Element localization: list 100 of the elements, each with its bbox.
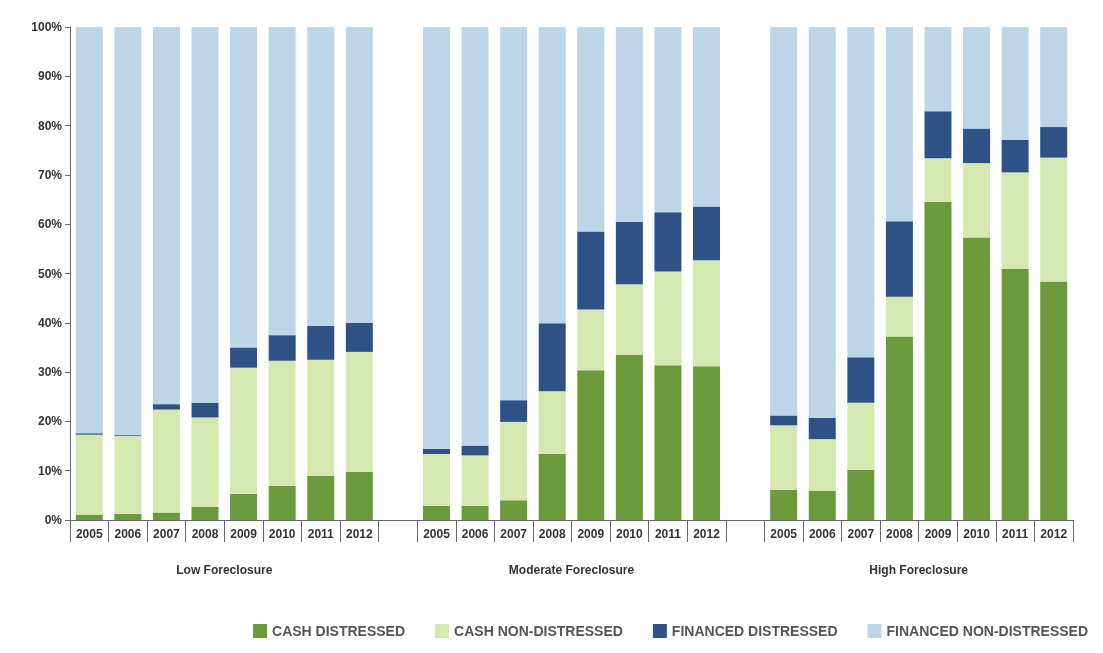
bar — [191, 506, 219, 520]
bar — [230, 27, 258, 348]
bar — [808, 27, 836, 418]
bar — [615, 354, 643, 520]
bar — [615, 221, 643, 285]
bar — [885, 296, 913, 337]
x-tick-label: 2009 — [924, 527, 952, 541]
y-tick-label: 80% — [37, 118, 63, 133]
y-tick-label: 90% — [37, 69, 63, 84]
bar — [500, 500, 528, 520]
bar — [230, 347, 258, 368]
bar — [422, 27, 450, 450]
bar — [847, 357, 875, 403]
bar — [307, 325, 335, 360]
x-tick-label: 2008 — [538, 527, 566, 541]
bar — [1001, 269, 1029, 520]
x-tick-label: 2006 — [808, 527, 836, 541]
bar — [307, 27, 335, 326]
legend-label: CASH NON-DISTRESSED — [454, 623, 623, 639]
bar — [268, 360, 296, 486]
bar — [461, 455, 489, 506]
x-tick-label: 2012 — [693, 527, 721, 541]
x-tick-label: 2008 — [191, 527, 219, 541]
bar — [770, 489, 798, 520]
bar — [152, 512, 180, 520]
bar — [191, 402, 219, 418]
bar — [693, 366, 721, 520]
bar — [1040, 281, 1068, 520]
bar — [885, 336, 913, 520]
bar — [924, 158, 952, 203]
bar — [770, 415, 798, 426]
bar — [538, 453, 566, 520]
bar — [538, 391, 566, 454]
x-tick-label: 2011 — [654, 527, 682, 541]
bar — [1001, 27, 1029, 140]
bar — [152, 27, 180, 405]
bar — [963, 163, 991, 238]
bar — [230, 367, 258, 494]
legend-label: CASH DISTRESSED — [272, 623, 406, 639]
x-tick-label: 2006 — [114, 527, 142, 541]
bar — [422, 505, 450, 520]
bar — [75, 27, 103, 434]
bar — [808, 439, 836, 491]
bar — [345, 351, 373, 472]
bar — [152, 404, 180, 410]
bar — [577, 309, 605, 371]
legend-label: FINANCED DISTRESSED — [671, 623, 838, 639]
bar — [152, 409, 180, 513]
bar — [191, 27, 219, 403]
bar — [654, 212, 682, 272]
bar — [307, 475, 335, 520]
bar — [577, 27, 605, 232]
text: Moderate Foreclosure — [508, 563, 635, 577]
x-tick-label: 2011 — [307, 527, 335, 541]
bar — [924, 202, 952, 520]
bar — [345, 27, 373, 323]
x-tick-label: 2010 — [963, 527, 991, 541]
bar — [345, 322, 373, 352]
bar — [847, 27, 875, 358]
x-tick-label: 2008 — [886, 527, 914, 541]
bar — [693, 260, 721, 367]
bar — [770, 27, 798, 416]
bar — [808, 490, 836, 520]
x-tick-label: 2012 — [345, 527, 373, 541]
bar — [847, 469, 875, 520]
y-tick-label: 30% — [37, 365, 63, 380]
y-tick-label: 20% — [37, 414, 63, 429]
y-tick-label: 100% — [31, 20, 63, 34]
bar — [268, 335, 296, 361]
bar — [461, 27, 489, 446]
bar — [924, 111, 952, 159]
bar — [1001, 172, 1029, 270]
y-tick-label: 60% — [37, 217, 63, 232]
bar — [1040, 127, 1068, 158]
bar — [461, 445, 489, 456]
bar — [345, 471, 373, 520]
bar — [924, 27, 952, 112]
bar — [500, 27, 528, 401]
bar — [654, 271, 682, 366]
x-tick-label: 2007 — [500, 527, 528, 541]
bar — [307, 359, 335, 476]
x-tick-label: 2009 — [230, 527, 258, 541]
x-tick-label: 2005 — [75, 527, 103, 541]
bar — [885, 221, 913, 297]
bar — [615, 284, 643, 355]
text: Low Foreclosure — [176, 563, 273, 577]
x-tick-label: 2007 — [153, 527, 181, 541]
bar — [963, 128, 991, 164]
x-tick-label: 2009 — [577, 527, 605, 541]
y-tick-label: 50% — [37, 266, 63, 281]
x-tick-label: 2010 — [616, 527, 644, 541]
bar — [461, 505, 489, 520]
bar — [538, 323, 566, 392]
bar — [75, 434, 103, 515]
x-tick-label: 2011 — [1002, 527, 1029, 541]
x-tick-label: 2012 — [1040, 527, 1068, 541]
bar — [654, 365, 682, 520]
bar — [75, 514, 103, 520]
x-tick-label: 2010 — [268, 527, 296, 541]
bar — [770, 425, 798, 490]
